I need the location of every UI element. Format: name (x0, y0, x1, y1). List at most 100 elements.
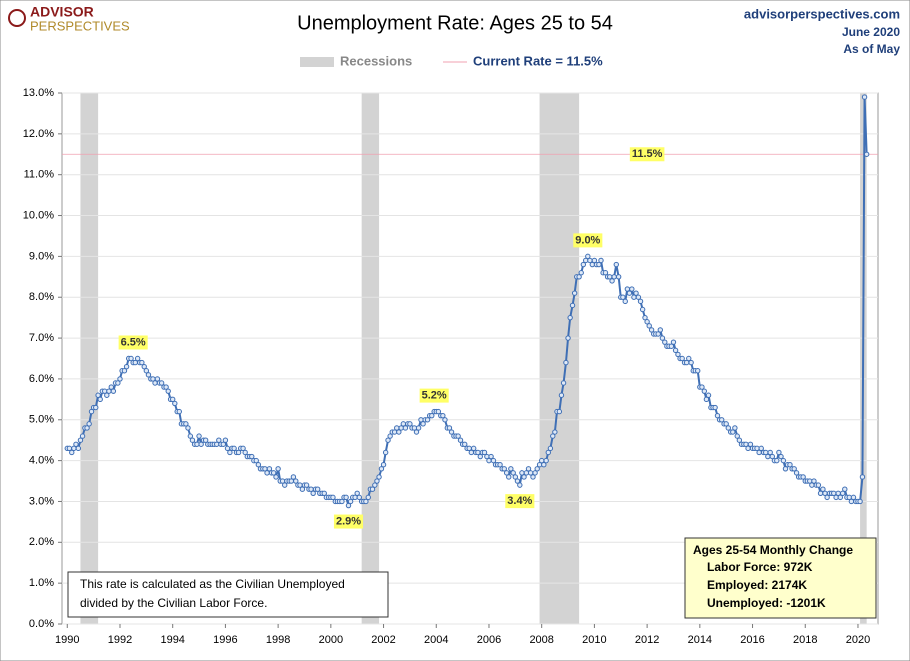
data-point (369, 486, 376, 492)
y-tick-label: 1.0% (29, 577, 54, 589)
data-point (477, 453, 483, 460)
y-tick-label: 9.0% (29, 250, 54, 262)
data-point (198, 441, 204, 447)
data-point (675, 351, 681, 358)
data-point (93, 404, 99, 411)
source-date: June 2020 (842, 25, 900, 39)
data-point (769, 453, 776, 460)
data-point (143, 368, 150, 374)
data-point (75, 445, 82, 452)
data-point (596, 261, 602, 268)
data-point (567, 314, 573, 321)
data-point (222, 437, 229, 443)
x-tick-label: 2004 (424, 634, 448, 646)
data-point (793, 470, 800, 476)
data-point (365, 494, 371, 501)
change-line: Employed: 2174K (707, 578, 807, 592)
x-tick-label: 1998 (266, 634, 290, 646)
data-point (815, 482, 822, 488)
annotation-bg (333, 514, 364, 529)
data-point (532, 470, 538, 476)
data-point (800, 474, 806, 480)
data-point (615, 274, 622, 280)
data-point (723, 421, 729, 427)
change-line: Unemployed: -1201K (707, 596, 826, 610)
data-point (644, 319, 650, 325)
y-tick-label: 5.0% (29, 414, 54, 426)
data-point (550, 433, 556, 439)
data-point (339, 498, 345, 505)
data-point (470, 445, 477, 452)
source-site: advisorperspectives.com (744, 6, 900, 21)
annotation: 6.5% (121, 336, 146, 348)
data-point (514, 478, 521, 484)
data-point (95, 392, 101, 398)
data-point (154, 376, 161, 382)
data-point (525, 466, 532, 472)
data-point (541, 462, 547, 468)
data-point (598, 257, 604, 264)
y-tick-label: 13.0% (23, 87, 54, 99)
data-point (163, 384, 169, 390)
data-point (165, 388, 171, 394)
data-point (249, 453, 255, 460)
data-point (183, 421, 189, 427)
data-point (270, 470, 277, 476)
recession-band (80, 93, 99, 624)
annotation-bg (118, 335, 148, 350)
data-point (84, 425, 90, 431)
data-point (569, 302, 576, 309)
data-point (633, 290, 639, 296)
x-tick-label: 2006 (477, 634, 501, 646)
data-point (293, 478, 299, 484)
x-tick-label: 2018 (793, 634, 817, 646)
data-point (176, 408, 182, 415)
data-point (861, 94, 868, 100)
x-tick-label: 2020 (846, 634, 870, 646)
data-point (413, 429, 420, 435)
chart-title: Unemployment Rate: Ages 25 to 54 (297, 12, 613, 34)
annotation: 11.5% (632, 148, 663, 160)
data-point (440, 412, 446, 419)
y-tick-label: 3.0% (29, 495, 54, 507)
data-point (402, 425, 409, 431)
data-point (646, 323, 652, 329)
data-point (545, 449, 551, 456)
data-point (780, 457, 787, 464)
x-tick-label: 2012 (635, 634, 659, 646)
data-point (343, 494, 349, 501)
logo-icon (8, 9, 26, 27)
data-point (196, 433, 202, 439)
data-point (169, 396, 176, 403)
data-point (576, 274, 582, 280)
data-point (128, 355, 134, 362)
data-point (420, 421, 426, 427)
x-tick-label: 1996 (213, 634, 237, 646)
note-text: divided by the Civilian Labor Force. (80, 596, 267, 610)
data-point (517, 482, 523, 488)
data-point (235, 449, 242, 456)
x-tick-label: 2008 (529, 634, 553, 646)
data-point (396, 429, 402, 435)
recession-band (361, 93, 380, 624)
data-point (455, 433, 461, 439)
data-point (415, 425, 422, 431)
data-point (376, 474, 382, 480)
x-tick-label: 2002 (371, 634, 395, 646)
x-tick-label: 2014 (688, 634, 712, 646)
data-point (354, 490, 360, 496)
data-point (158, 380, 165, 386)
y-tick-label: 0.0% (29, 618, 54, 630)
data-point (356, 494, 363, 501)
data-point (189, 437, 196, 443)
data-point (506, 474, 512, 480)
change-line: Labor Force: 972K (707, 560, 813, 574)
data-point (497, 462, 503, 468)
data-point (424, 417, 431, 423)
data-point (231, 445, 237, 452)
data-point (240, 445, 246, 452)
data-point (488, 453, 494, 460)
data-point (510, 470, 516, 476)
data-point (758, 445, 764, 452)
x-tick-label: 1992 (108, 634, 132, 646)
